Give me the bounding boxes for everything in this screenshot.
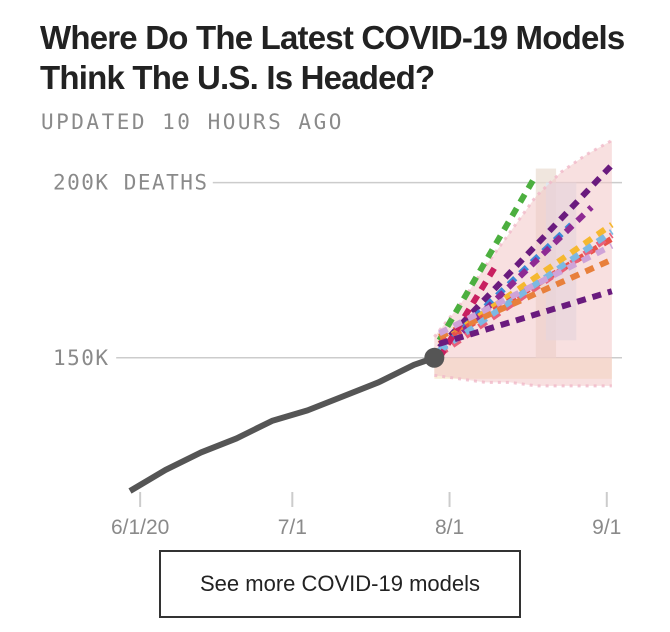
see-more-models-button[interactable]: See more COVID-19 models	[159, 550, 521, 618]
updated-timestamp: UPDATED 10 HOURS AGO	[41, 110, 344, 134]
model-forecast-line	[438, 242, 614, 336]
model-forecast-line	[437, 222, 574, 353]
band-edge	[434, 373, 612, 388]
x-tick-label: 9/1	[592, 516, 621, 539]
chart-title: Where Do The Latest COVID-19 Models Thin…	[40, 19, 625, 96]
x-tick-label: 6/1/20	[111, 516, 169, 539]
y-gridline-label: 200K DEATHS	[53, 171, 209, 195]
forecast-chart: 150K 200K DEATHS 6/1/20 7/1 8/1 9/1	[53, 139, 622, 539]
y-gridline-label: 150K	[53, 346, 110, 370]
model-forecast-line	[437, 229, 614, 354]
latest-reported-point	[424, 347, 445, 368]
x-tick-label: 8/1	[435, 516, 464, 539]
x-tick-label: 7/1	[278, 516, 307, 539]
model-forecast-line	[438, 288, 613, 347]
reported-deaths-line	[128, 354, 436, 494]
model-forecast-line	[437, 162, 615, 350]
model-forecast-line	[436, 265, 498, 360]
